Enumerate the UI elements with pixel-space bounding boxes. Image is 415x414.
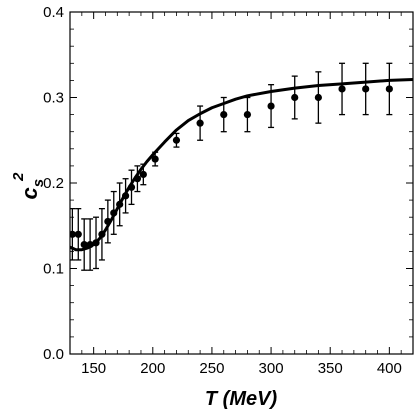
data-point (314, 93, 322, 102)
data-layer (70, 62, 413, 271)
data-point (80, 240, 88, 249)
data-point (139, 170, 147, 179)
x-tick-label: 150 (81, 360, 106, 377)
x-axis-label: T (MeV) (205, 388, 278, 410)
x-tick-label: 300 (259, 360, 284, 377)
y-tick-label: 0.0 (43, 346, 64, 363)
y-tick-label: 0.1 (43, 261, 64, 278)
x-tick-label: 350 (318, 360, 343, 377)
data-point (338, 85, 346, 93)
data-point (385, 85, 393, 93)
data-point (362, 85, 370, 93)
data-point (220, 111, 228, 119)
fit-curve (70, 78, 413, 252)
data-clip-group (70, 62, 413, 271)
y-tick-label: 0.4 (43, 4, 64, 21)
data-point (151, 155, 159, 163)
x-tick-label: 250 (199, 360, 224, 377)
tick-group (69, 11, 414, 355)
data-point (74, 230, 82, 238)
y-axis-label-sup: 2 (10, 172, 27, 182)
y-axis-label-sub: s (30, 179, 47, 187)
data-point (291, 93, 299, 102)
y-axis-label: cs2 (10, 172, 47, 200)
data-point (196, 119, 204, 127)
data-point (70, 230, 76, 238)
y-tick-label: 0.3 (43, 90, 64, 107)
data-point (267, 102, 275, 110)
x-tick-label: 200 (140, 360, 165, 377)
tick-label-group: 150 200 250 300 350 400 0.0 0.1 0.2 0.3 0.4 (43, 4, 402, 377)
y-axis-label-base: c (17, 187, 42, 199)
y-tick-label: 0.2 (43, 175, 64, 192)
x-tick-label: 400 (377, 360, 402, 377)
data-point (172, 136, 181, 144)
data-point (243, 111, 252, 119)
